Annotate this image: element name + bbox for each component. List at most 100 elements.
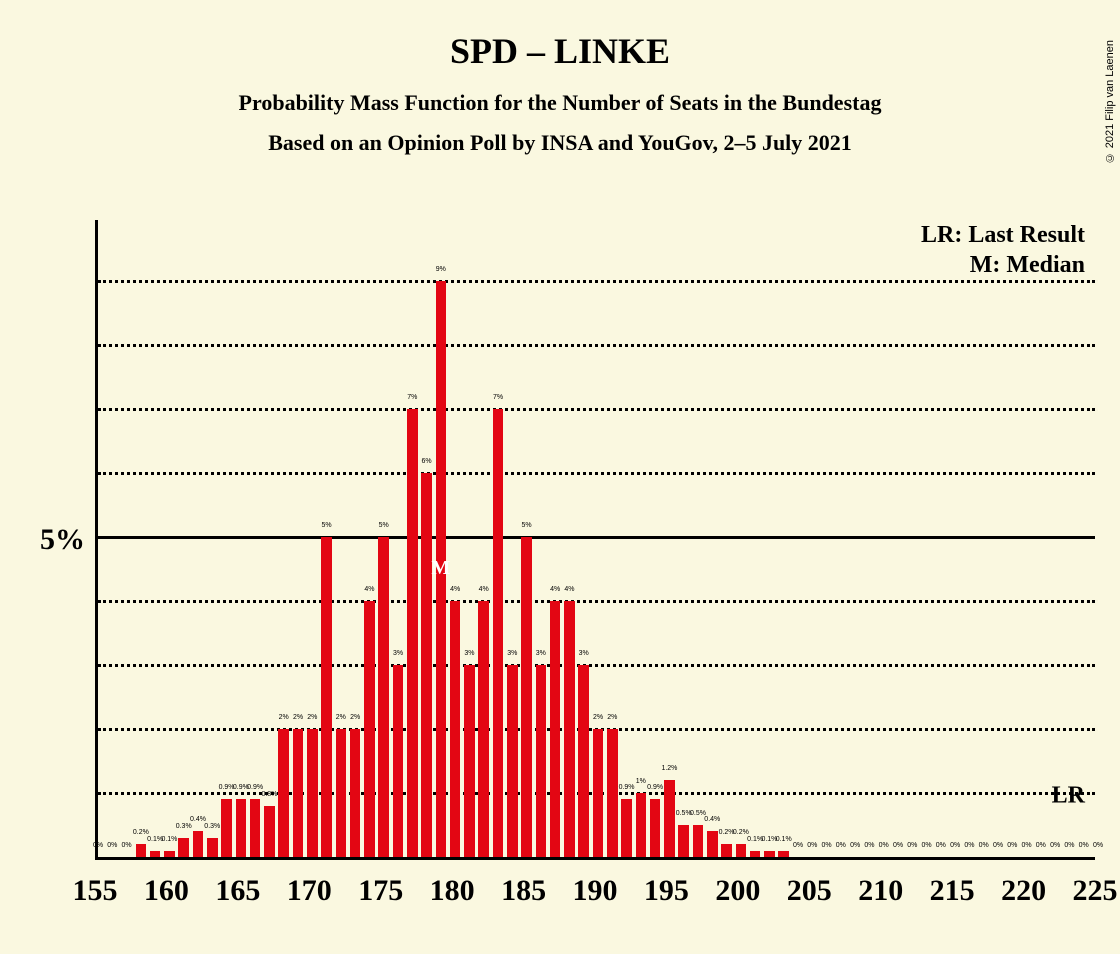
bar <box>621 799 632 857</box>
bar <box>193 831 204 857</box>
x-tick-label: 195 <box>644 874 689 908</box>
bar-value-label: 0.1% <box>776 836 792 843</box>
bar-value-label: 7% <box>407 394 417 401</box>
gridline <box>98 536 1095 539</box>
copyright-text: © 2021 Filip van Laenen <box>1104 40 1116 163</box>
chart-subtitle-1: Probability Mass Function for the Number… <box>0 90 1120 116</box>
bar-value-label: 7% <box>493 394 503 401</box>
x-tick-label: 155 <box>73 874 118 908</box>
bar <box>407 409 418 857</box>
bar <box>693 825 704 857</box>
bar <box>307 729 318 857</box>
bar-value-label: 0% <box>1079 842 1089 849</box>
bar-value-label: 4% <box>364 586 374 593</box>
bar <box>721 844 732 857</box>
bar <box>321 537 332 857</box>
bar-value-label: 0% <box>822 842 832 849</box>
bar-value-label: 2% <box>350 714 360 721</box>
bar-value-label: 0% <box>979 842 989 849</box>
bar-value-label: 0% <box>1036 842 1046 849</box>
bar <box>464 665 475 857</box>
bar <box>650 799 661 857</box>
bar-value-label: 5% <box>522 522 532 529</box>
bar-value-label: 0.4% <box>704 816 720 823</box>
x-tick-label: 165 <box>215 874 260 908</box>
bar-value-label: 0.3% <box>204 823 220 830</box>
bar <box>393 665 404 857</box>
bar <box>207 838 218 857</box>
bar <box>350 729 361 857</box>
chart-title: SPD – LINKE <box>0 30 1120 72</box>
bar-value-label: 0.8% <box>261 791 277 798</box>
bar <box>221 799 232 857</box>
bar-value-label: 2% <box>593 714 603 721</box>
bar-value-label: 3% <box>536 650 546 657</box>
bar <box>736 844 747 857</box>
bar-value-label: 0% <box>950 842 960 849</box>
bar-value-label: 0% <box>793 842 803 849</box>
bar-value-label: 3% <box>579 650 589 657</box>
bar <box>564 601 575 857</box>
legend-last-result: LR: Last Result <box>921 222 1085 249</box>
chart-subtitle-2: Based on an Opinion Poll by INSA and You… <box>0 130 1120 156</box>
bar <box>378 537 389 857</box>
bar-value-label: 2% <box>293 714 303 721</box>
bar-value-label: 4% <box>479 586 489 593</box>
bar-value-label: 3% <box>464 650 474 657</box>
bar <box>293 729 304 857</box>
bar <box>278 729 289 857</box>
bar-value-label: 6% <box>422 458 432 465</box>
bar-value-label: 0% <box>1007 842 1017 849</box>
bar-value-label: 0.3% <box>176 823 192 830</box>
bar-value-label: 0.9% <box>647 784 663 791</box>
bar <box>450 601 461 857</box>
lr-marker: LR <box>1052 783 1085 810</box>
x-tick-label: 210 <box>858 874 903 908</box>
x-tick-label: 180 <box>430 874 475 908</box>
y-axis-major-tick: 5% <box>40 523 85 557</box>
bar-value-label: 0% <box>850 842 860 849</box>
bar <box>478 601 489 857</box>
bar-value-label: 4% <box>564 586 574 593</box>
bar <box>593 729 604 857</box>
bar-value-label: 3% <box>393 650 403 657</box>
bar-value-label: 0% <box>993 842 1003 849</box>
bar-value-label: 2% <box>336 714 346 721</box>
bar-value-label: 1.2% <box>661 765 677 772</box>
bar-value-label: 0% <box>107 842 117 849</box>
gridline <box>98 408 1095 411</box>
bar <box>636 793 647 857</box>
bar <box>236 799 247 857</box>
bar-value-label: 2% <box>607 714 617 721</box>
legend-median: M: Median <box>970 252 1085 279</box>
bar <box>664 780 675 857</box>
bar-value-label: 0.1% <box>161 836 177 843</box>
bar-value-label: 0.9% <box>619 784 635 791</box>
bar-value-label: 3% <box>507 650 517 657</box>
x-tick-label: 190 <box>573 874 618 908</box>
bar-value-label: 0% <box>964 842 974 849</box>
bar-value-label: 2% <box>307 714 317 721</box>
plot-region: LR: Last Result M: Median 0%0%0%0.2%0.1%… <box>95 220 1095 860</box>
bar <box>521 537 532 857</box>
bar-value-label: 0% <box>879 842 889 849</box>
x-tick-label: 185 <box>501 874 546 908</box>
bar <box>421 473 432 857</box>
bar <box>493 409 504 857</box>
bar <box>164 851 175 857</box>
bar <box>578 665 589 857</box>
x-axis: 1551601651701751801851901952002052102152… <box>95 868 1095 918</box>
chart-area: LR: Last Result M: Median 0%0%0%0.2%0.1%… <box>0 220 1120 954</box>
bar <box>364 601 375 857</box>
bar <box>250 799 261 857</box>
bar <box>750 851 761 857</box>
x-tick-label: 170 <box>287 874 332 908</box>
bar <box>536 665 547 857</box>
bar-value-label: 0% <box>122 842 132 849</box>
bar <box>550 601 561 857</box>
bar-value-label: 4% <box>450 586 460 593</box>
bar-value-label: 0% <box>1050 842 1060 849</box>
bar <box>136 844 147 857</box>
gridline <box>98 344 1095 347</box>
median-marker: M <box>431 558 450 578</box>
